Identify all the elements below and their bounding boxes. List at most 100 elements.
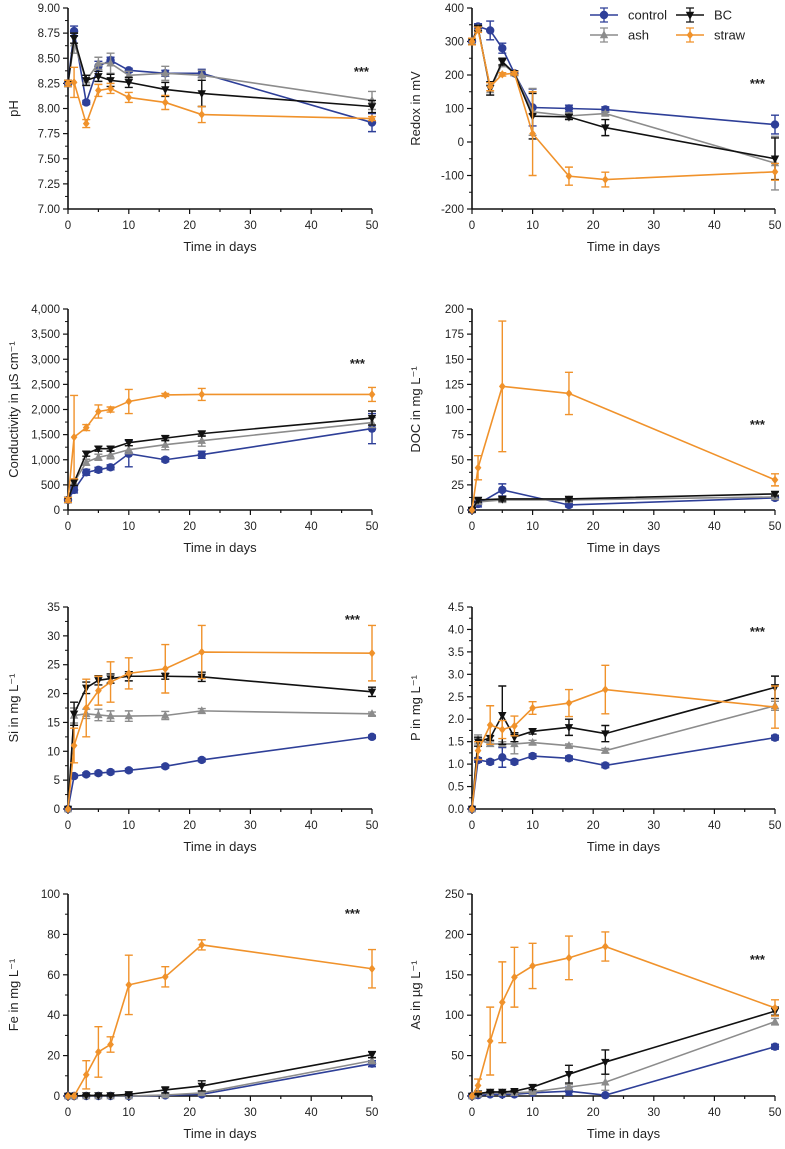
y-axis-label: As in µg L⁻¹ (408, 960, 423, 1030)
y-tick-label: 1.5 (448, 737, 464, 749)
x-tick-label: 40 (305, 1107, 318, 1119)
y-tick-label: 250 (445, 889, 464, 901)
data-point (511, 973, 518, 982)
data-point (198, 110, 206, 119)
data-point (197, 430, 206, 439)
data-point (124, 70, 133, 79)
x-tick-label: 40 (708, 521, 721, 533)
x-tick-label: 20 (183, 1107, 196, 1119)
legend-label: straw (714, 28, 746, 43)
y-tick-label: 1.0 (448, 759, 464, 771)
data-point (565, 389, 573, 398)
data-point (498, 58, 507, 67)
data-point (70, 432, 78, 442)
x-tick-label: 30 (647, 820, 660, 832)
data-point (367, 103, 377, 112)
y-tick-label: 100 (445, 1010, 464, 1022)
series-line (471, 27, 776, 181)
data-point (474, 25, 482, 34)
data-point (197, 90, 206, 99)
data-point (498, 753, 507, 762)
legend-item-BC: BC (676, 7, 732, 23)
data-point (125, 397, 133, 406)
data-point (564, 1070, 574, 1079)
x-tick-label: 0 (469, 521, 475, 533)
y-tick-label: 75 (451, 430, 464, 442)
data-point (106, 77, 115, 86)
series-ash (467, 23, 780, 191)
data-point (106, 711, 115, 720)
y-tick-label: 100 (445, 405, 464, 417)
data-point (528, 728, 537, 737)
panel-1: -200 -100 0 100 200 300 400 0 10 20 30 40 50 Time in … (408, 3, 781, 254)
data-point (528, 737, 537, 746)
x-tick-label: 10 (122, 1107, 135, 1119)
data-point (64, 804, 72, 814)
data-point (771, 475, 779, 485)
data-point (161, 434, 170, 443)
y-axis-label: Fe in mg L⁻¹ (6, 958, 21, 1031)
data-point (82, 450, 91, 459)
y-axis-label: Redox in mV (408, 71, 423, 146)
series-ash (63, 416, 377, 504)
series-line (471, 945, 776, 1097)
data-point (197, 450, 206, 459)
significance-annotation: *** (354, 64, 370, 79)
significance-annotation: *** (750, 417, 766, 432)
data-point (82, 770, 91, 779)
data-point (529, 961, 536, 971)
data-point (486, 1036, 494, 1046)
y-tick-label: 25 (47, 660, 60, 672)
data-point (124, 1091, 133, 1100)
y-tick-label: 40 (47, 1010, 60, 1022)
series-straw (468, 931, 779, 1101)
data-point (107, 405, 114, 414)
series-BC (63, 1050, 377, 1101)
y-tick-label: 3.0 (448, 669, 464, 681)
data-point (367, 414, 377, 423)
data-point (770, 490, 780, 499)
x-tick-label: 50 (366, 820, 379, 832)
data-point (70, 1091, 78, 1101)
data-point (468, 804, 476, 814)
x-tick-label: 50 (366, 220, 379, 232)
y-tick-label: 2,500 (31, 379, 60, 391)
data-point (564, 104, 574, 113)
y-tick-label: 50 (451, 455, 464, 467)
data-point (198, 940, 206, 950)
y-tick-label: 500 (41, 480, 60, 492)
series-line (471, 1020, 776, 1097)
x-tick-label: 40 (305, 820, 318, 832)
data-point (771, 167, 779, 177)
data-point (70, 741, 78, 750)
data-point (94, 769, 103, 778)
x-tick-label: 30 (647, 220, 660, 232)
data-point (161, 972, 169, 982)
y-tick-label: 150 (445, 970, 464, 982)
data-point (511, 721, 518, 731)
x-tick-label: 0 (65, 1107, 71, 1119)
y-tick-label: 4.0 (448, 624, 464, 636)
y-tick-label: 7.75 (38, 129, 60, 141)
data-point (69, 34, 79, 43)
data-point (124, 445, 133, 453)
data-point (367, 1051, 377, 1060)
data-point (125, 669, 133, 678)
y-tick-label: 4,000 (31, 304, 60, 316)
data-point (565, 698, 573, 708)
x-tick-label: 0 (65, 521, 71, 533)
data-point (771, 1003, 779, 1013)
series-line (471, 704, 776, 810)
data-point (770, 733, 780, 742)
data-point (510, 739, 519, 748)
x-tick-label: 20 (587, 521, 600, 533)
data-point (528, 751, 537, 761)
data-point (161, 98, 169, 107)
x-tick-label: 40 (305, 220, 318, 232)
data-point (82, 98, 91, 107)
y-tick-label: -200 (441, 204, 464, 216)
y-tick-label: 7.00 (38, 204, 60, 216)
x-axis-label: Time in days (183, 540, 257, 555)
data-point (498, 382, 506, 391)
x-tick-label: 20 (183, 220, 196, 232)
